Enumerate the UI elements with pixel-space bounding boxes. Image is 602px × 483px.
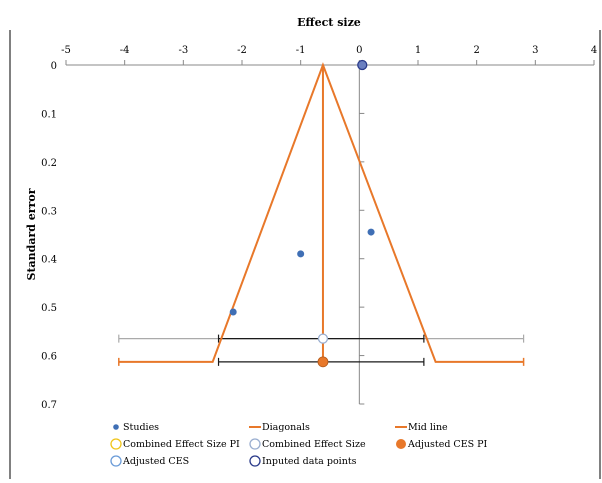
legend-marker-swatch [396, 439, 406, 449]
legend-label: Combined Effect Size PI [123, 439, 240, 450]
legend-marker-swatch [110, 438, 122, 450]
legend-marker-swatch [249, 438, 261, 450]
legend-label: Inputed data points [262, 456, 357, 467]
legend-marker-swatch [249, 455, 261, 467]
study-point [367, 228, 375, 236]
legend-label: Adjusted CES [122, 456, 189, 467]
x-tick-label: 1 [415, 45, 421, 56]
y-tick-label: 0.1 [41, 109, 57, 120]
legend-marker-swatch [110, 455, 122, 467]
combined-effect-size-point [317, 333, 329, 344]
y-tick-label: 0.6 [41, 352, 57, 363]
legend-label: Diagonals [262, 422, 310, 433]
x-tick-label: 3 [532, 45, 538, 56]
x-tick-label: 0 [356, 45, 362, 56]
x-tick-label: -5 [61, 45, 71, 56]
legend-label: Combined Effect Size [262, 439, 366, 450]
legend-item: Combined Effect Size [249, 438, 366, 450]
legend-item: Mid line [395, 422, 448, 433]
study-point [297, 250, 305, 258]
x-tick-label: 4 [591, 45, 597, 56]
y-tick-label: 0.4 [41, 255, 57, 266]
study-point [229, 308, 237, 316]
legend-label: Mid line [408, 422, 448, 433]
x-axis-title: Effect size [297, 16, 361, 29]
legend-item: Studies [113, 422, 159, 433]
adjusted-ces-pi-point [317, 356, 329, 368]
y-tick-label: 0.5 [41, 303, 57, 314]
legend-marker-swatch [113, 424, 119, 430]
legend-label: Adjusted CES PI [407, 439, 488, 450]
axes-group: -5 -4 -3 -2 -1 0 1 2 3 4 0 0.1 0.2 0.3 0.4 0.5 0.6 0.7 [9, 30, 601, 479]
inputed-data-point [357, 59, 368, 71]
x-tick-label: 2 [473, 45, 479, 56]
legend-item: Diagonals [249, 422, 310, 433]
y-axis-title: Standard error [25, 188, 38, 280]
y-tick-label: 0 [51, 61, 57, 72]
legend-label: Studies [123, 422, 159, 433]
points-group [229, 59, 375, 368]
legend-item: Adjusted CES [110, 455, 189, 467]
y-tick-label: 0.2 [41, 158, 57, 169]
legend: Studies Diagonals Mid line Combined Effect … [110, 422, 488, 467]
legend-item: Combined Effect Size PI [110, 438, 240, 450]
y-tick-label: 0.7 [41, 400, 57, 411]
legend-item: Adjusted CES PI [396, 439, 488, 450]
x-tick-label: -2 [237, 45, 247, 56]
x-tick-label: -1 [296, 45, 306, 56]
x-tick-label: -3 [178, 45, 188, 56]
legend-item: Inputed data points [249, 455, 357, 467]
x-tick-label: -4 [120, 45, 130, 56]
y-tick-label: 0.3 [41, 206, 57, 217]
